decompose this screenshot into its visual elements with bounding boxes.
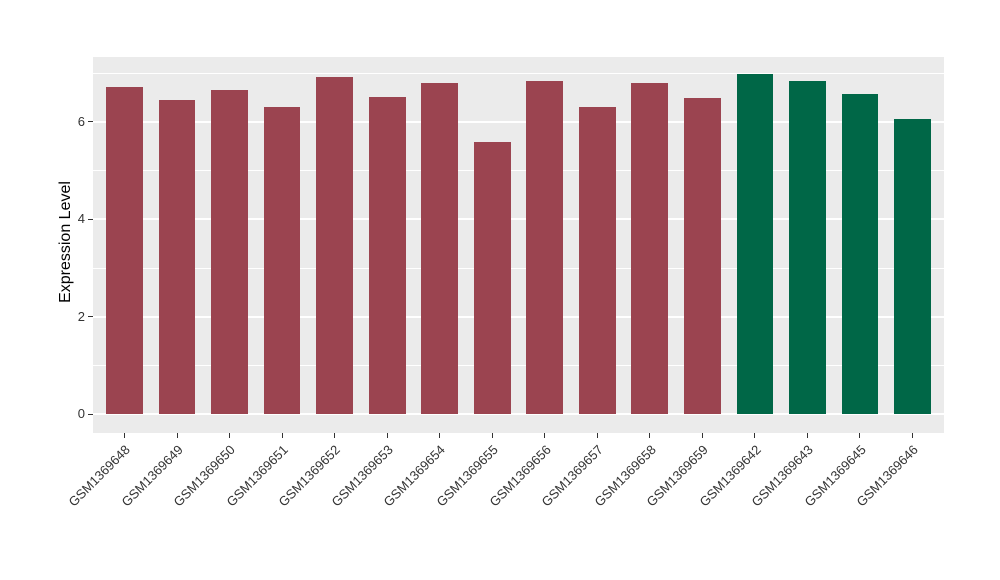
- bar: [683, 98, 721, 415]
- x-tick-mark: [439, 433, 441, 438]
- x-tick-mark: [596, 433, 598, 438]
- x-tick-mark: [229, 433, 231, 438]
- y-tick-label: 4: [77, 211, 85, 227]
- bar: [736, 74, 774, 415]
- bar: [526, 80, 564, 415]
- bar: [158, 99, 196, 415]
- gridline-minor: [93, 365, 944, 367]
- bar: [894, 118, 931, 415]
- x-tick-mark: [911, 433, 913, 438]
- gridline-minor: [93, 72, 944, 74]
- bar: [631, 83, 669, 415]
- x-tick-mark: [281, 433, 283, 438]
- gridline-major: [93, 218, 944, 221]
- gridline-major: [93, 120, 944, 123]
- bar: [316, 76, 354, 415]
- y-tick-label: 6: [77, 113, 85, 129]
- gridline-minor: [93, 170, 944, 172]
- bar: [421, 83, 459, 415]
- bar: [211, 89, 248, 415]
- y-tick-mark: [88, 316, 93, 318]
- x-tick-mark: [544, 433, 546, 438]
- x-tick-mark: [806, 433, 808, 438]
- x-tick-mark: [386, 433, 388, 438]
- x-tick-mark: [701, 433, 703, 438]
- y-tick-mark: [88, 218, 93, 220]
- bar: [368, 96, 406, 415]
- bar: [578, 106, 616, 415]
- x-tick-mark: [859, 433, 861, 438]
- x-tick-mark: [754, 433, 756, 438]
- x-tick-mark: [649, 433, 651, 438]
- bar: [263, 107, 301, 415]
- gridline-major: [93, 315, 944, 318]
- gridline-major: [93, 413, 944, 416]
- y-tick-mark: [88, 121, 93, 123]
- y-tick-label: 2: [77, 308, 85, 324]
- y-tick-mark: [88, 413, 93, 415]
- gridline-minor: [93, 267, 944, 269]
- y-tick-label: 0: [77, 406, 85, 422]
- x-tick-mark: [124, 433, 126, 438]
- x-tick-mark: [334, 433, 336, 438]
- bar: [106, 87, 143, 415]
- bar: [789, 80, 826, 415]
- x-tick-mark: [176, 433, 178, 438]
- x-tick-mark: [491, 433, 493, 438]
- bar: [841, 93, 879, 415]
- bar: [473, 141, 511, 415]
- plot-panel: [93, 57, 944, 433]
- y-axis-title-text: Expression Level: [57, 181, 74, 303]
